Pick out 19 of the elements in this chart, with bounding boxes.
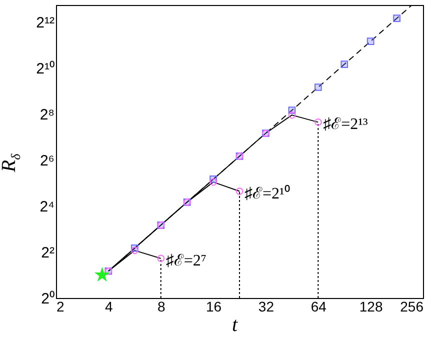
x-tick-label: 32	[258, 298, 274, 314]
x-tick-label: 64	[310, 298, 327, 314]
annotation: ♯ℰ=2¹³	[323, 116, 368, 134]
y-tick-label: 2⁸	[40, 106, 54, 124]
y-tick-label: 2⁰	[41, 290, 54, 308]
y-tick-label: 2¹⁰	[36, 60, 54, 78]
x-tick-label: 256	[400, 298, 424, 314]
x-tick-label: 16	[206, 298, 222, 314]
x-tick-label: 128	[359, 298, 383, 314]
x-axis-title: t	[232, 314, 238, 337]
x-tick-label: 8	[157, 298, 166, 314]
y-tick-label: 2¹²	[36, 14, 54, 32]
x-tick-label: 2	[56, 298, 64, 314]
y-tick-label: 2⁴	[40, 198, 54, 216]
annotation: ♯ℰ=2¹⁰	[244, 184, 290, 202]
x-tick-label: 4	[105, 298, 114, 314]
y-tick-label: 2⁶	[40, 152, 54, 170]
y-tick-label: 2²	[41, 244, 54, 262]
annotation: ♯ℰ=2⁷	[166, 252, 206, 270]
